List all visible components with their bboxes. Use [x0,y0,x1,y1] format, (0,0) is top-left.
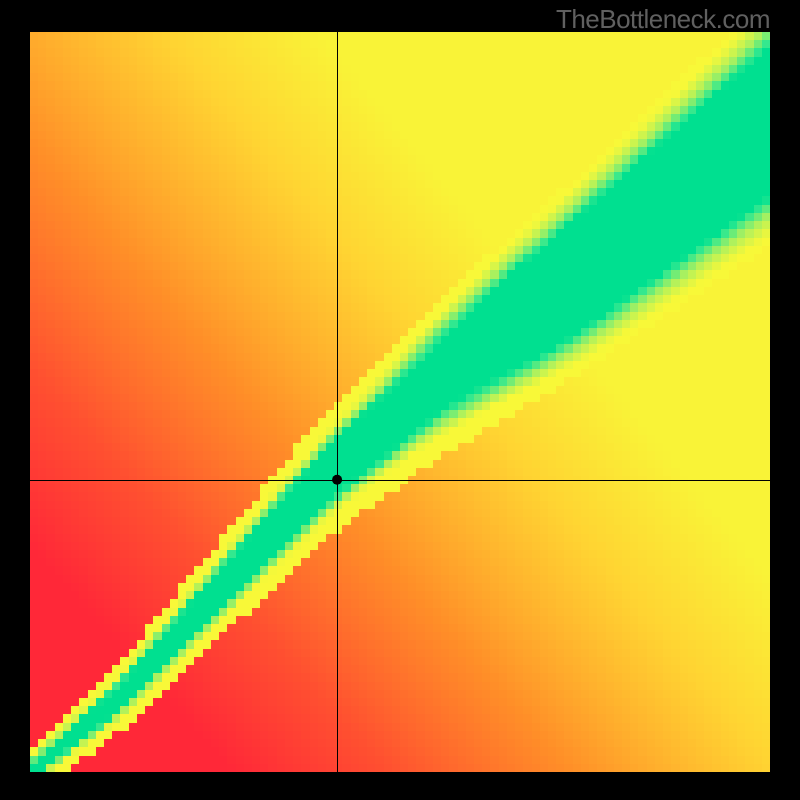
chart-container: TheBottleneck.com [0,0,800,800]
watermark-text: TheBottleneck.com [556,4,770,35]
bottleneck-heatmap [0,0,800,800]
